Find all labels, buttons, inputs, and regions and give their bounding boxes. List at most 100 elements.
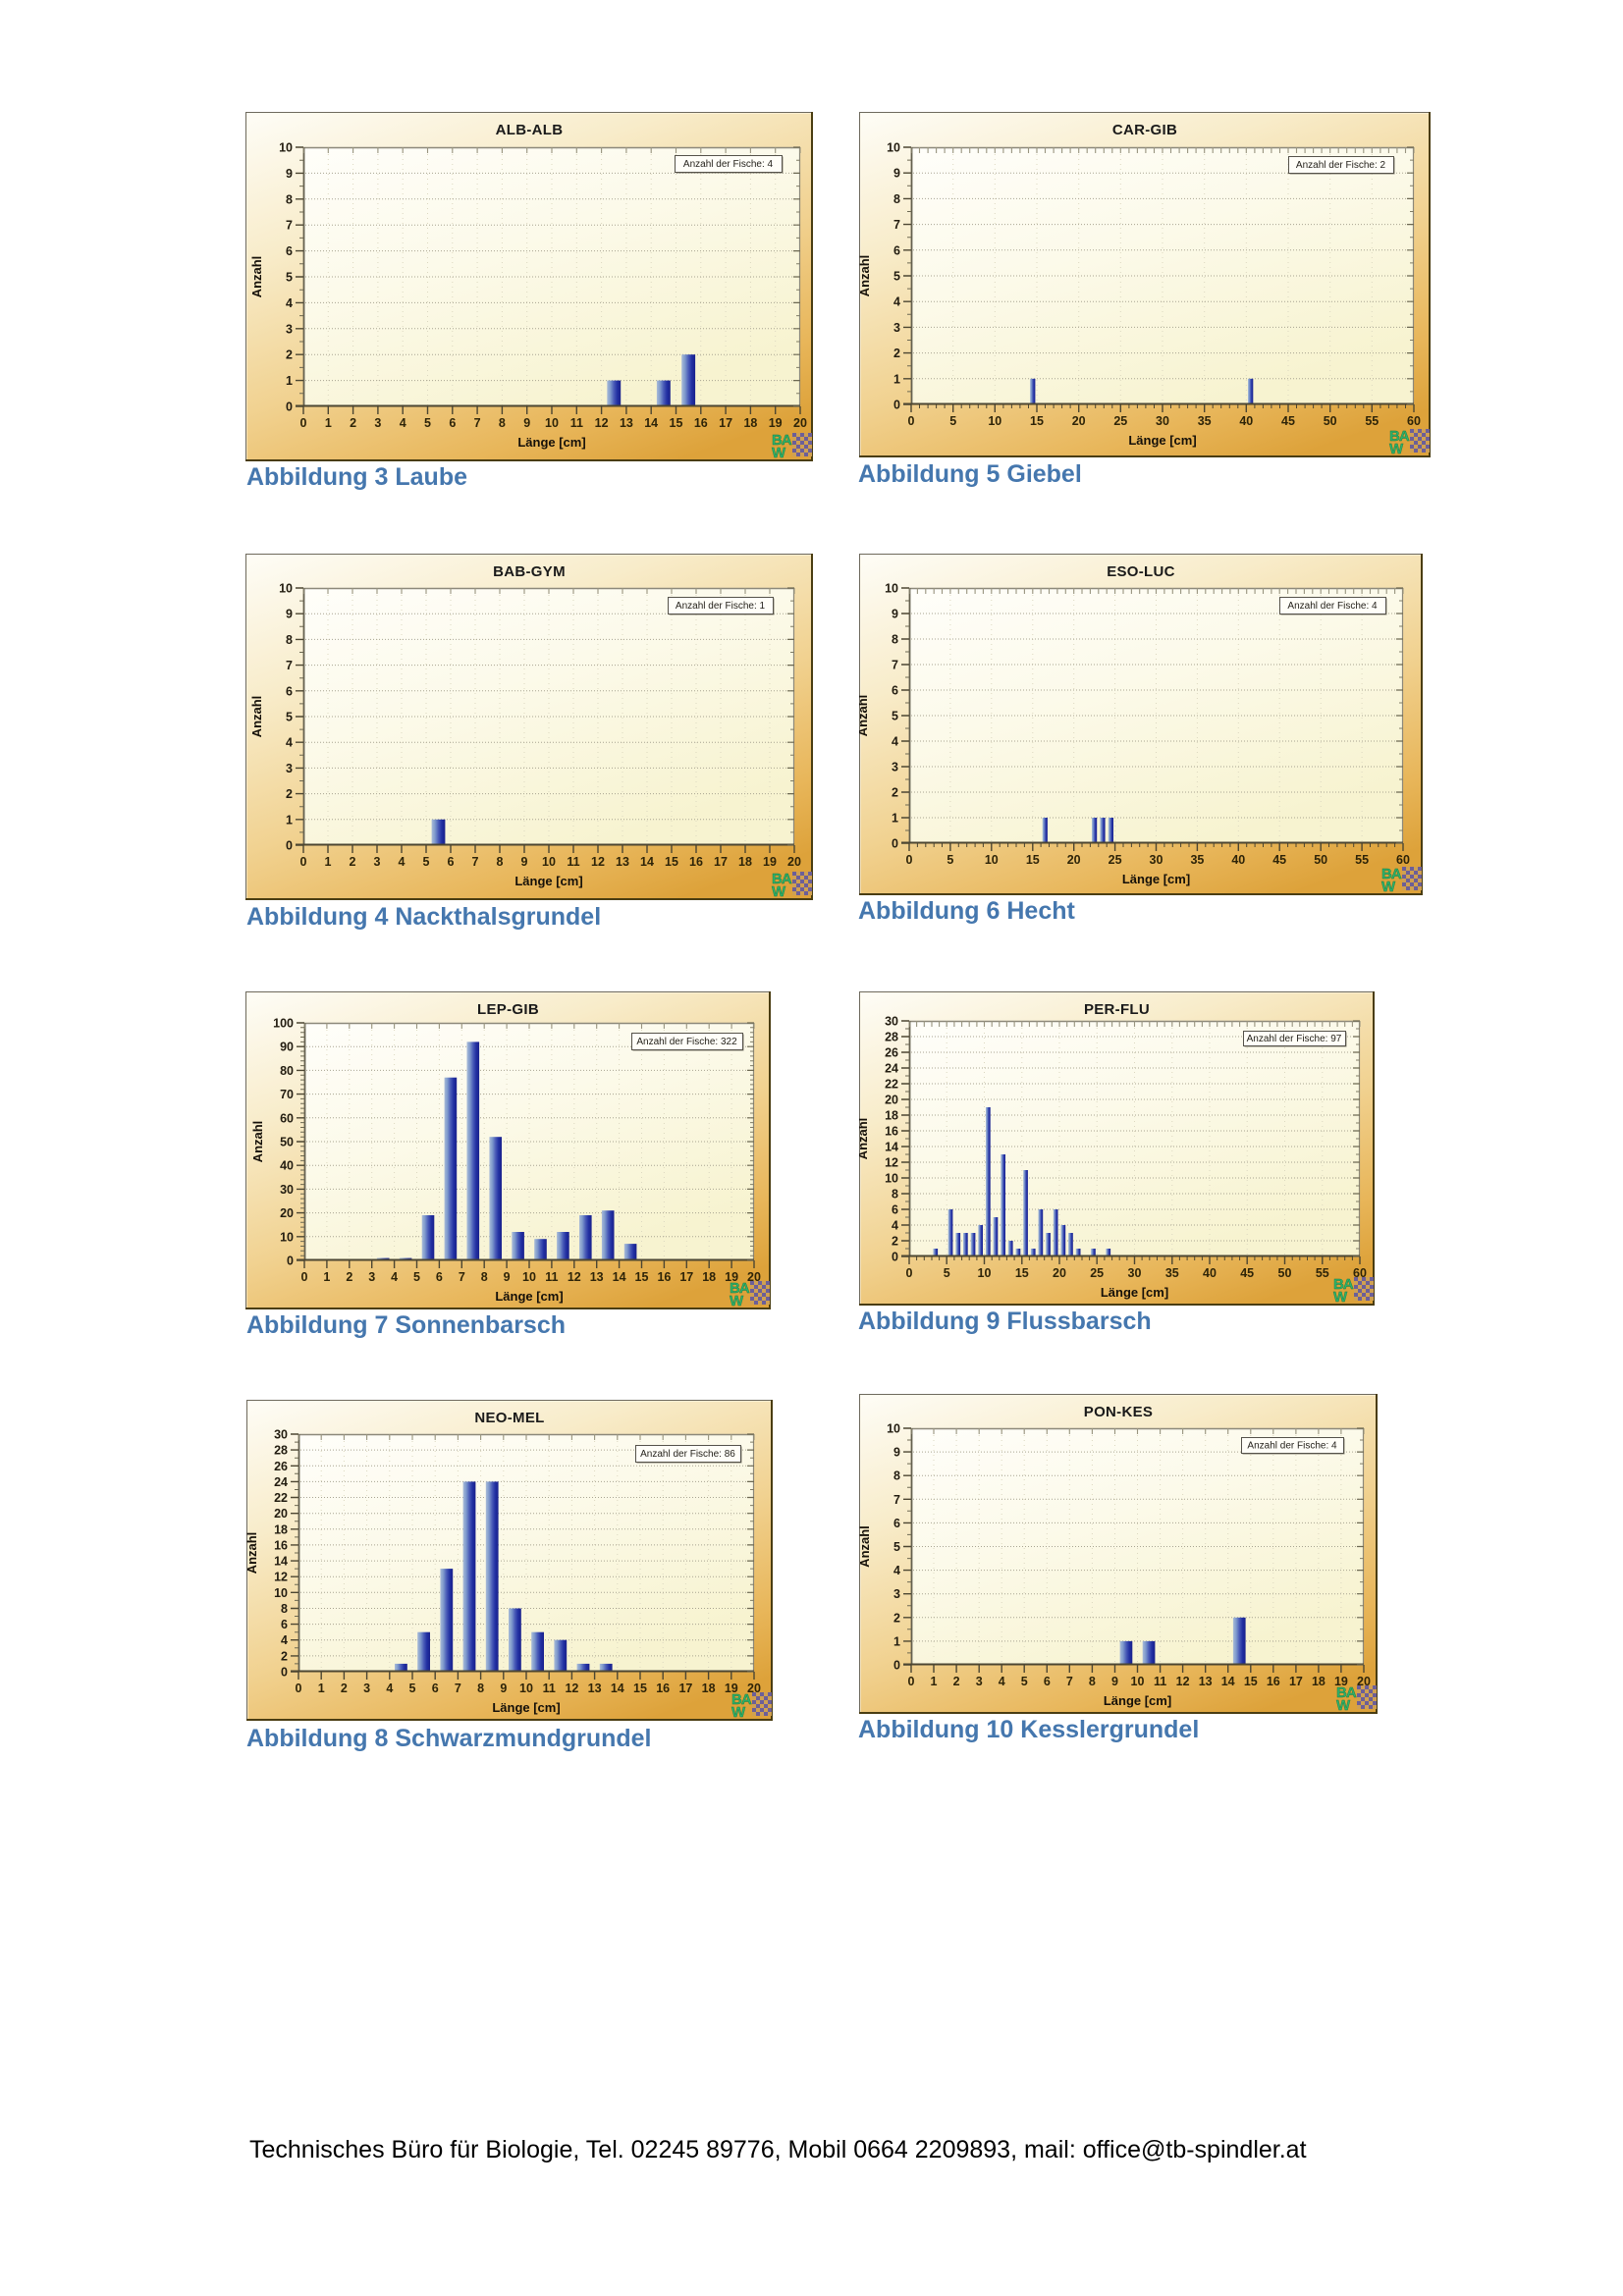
svg-text:45: 45	[1281, 414, 1295, 428]
svg-text:1: 1	[893, 372, 900, 386]
svg-text:Länge [cm]: Länge [cm]	[514, 874, 582, 888]
svg-text:1: 1	[325, 416, 332, 430]
svg-text:Anzahl: Anzahl	[859, 255, 872, 297]
svg-text:Länge [cm]: Länge [cm]	[1101, 1285, 1168, 1300]
svg-text:0: 0	[893, 1659, 900, 1673]
svg-text:0: 0	[301, 1270, 308, 1284]
svg-text:0: 0	[908, 414, 915, 428]
svg-text:17: 17	[719, 416, 732, 430]
svg-text:45: 45	[1272, 853, 1286, 867]
svg-text:8: 8	[481, 1270, 488, 1284]
svg-text:13: 13	[620, 416, 633, 430]
svg-text:Anzahl: Anzahl	[859, 1525, 872, 1568]
svg-text:3: 3	[368, 1270, 375, 1284]
svg-text:0: 0	[281, 1666, 288, 1680]
svg-text:5: 5	[893, 270, 900, 284]
svg-text:15: 15	[1030, 414, 1044, 428]
svg-text:2: 2	[346, 1270, 352, 1284]
svg-text:15: 15	[665, 855, 678, 869]
svg-text:10: 10	[1131, 1675, 1145, 1688]
svg-text:11: 11	[545, 1270, 558, 1284]
svg-text:1: 1	[892, 812, 898, 826]
svg-text:12: 12	[565, 1682, 578, 1695]
svg-text:16: 16	[694, 416, 708, 430]
svg-text:12: 12	[595, 416, 609, 430]
svg-text:50: 50	[1324, 414, 1337, 428]
svg-text:0: 0	[287, 1255, 294, 1268]
svg-text:4: 4	[893, 1564, 900, 1577]
svg-text:8: 8	[499, 416, 506, 430]
svg-text:14: 14	[613, 1270, 626, 1284]
svg-text:3: 3	[374, 416, 381, 430]
svg-text:10: 10	[545, 416, 559, 430]
svg-text:5: 5	[892, 710, 898, 723]
svg-text:7: 7	[472, 855, 479, 869]
svg-text:2: 2	[341, 1682, 348, 1695]
svg-text:5: 5	[286, 271, 293, 285]
svg-text:12: 12	[568, 1270, 581, 1284]
svg-text:Anzahl der Fische: 4: Anzahl der Fische: 4	[683, 159, 774, 170]
svg-text:19: 19	[725, 1270, 738, 1284]
svg-text:12: 12	[591, 855, 605, 869]
svg-text:W: W	[1381, 879, 1396, 895]
svg-text:Länge [cm]: Länge [cm]	[495, 1289, 563, 1304]
svg-text:9: 9	[892, 608, 898, 621]
svg-text:Länge [cm]: Länge [cm]	[1122, 872, 1190, 886]
svg-text:16: 16	[657, 1270, 671, 1284]
svg-text:5: 5	[1021, 1675, 1028, 1688]
svg-text:1: 1	[931, 1675, 938, 1688]
svg-text:5: 5	[286, 711, 293, 724]
svg-text:6: 6	[286, 684, 293, 698]
svg-text:2: 2	[281, 1649, 288, 1663]
svg-text:Anzahl der Fische: 322: Anzahl der Fische: 322	[636, 1037, 737, 1047]
svg-text:7: 7	[893, 1493, 900, 1507]
svg-text:0: 0	[296, 1682, 302, 1695]
svg-text:2: 2	[286, 787, 293, 801]
svg-text:70: 70	[280, 1088, 294, 1101]
svg-text:9: 9	[523, 416, 530, 430]
svg-text:18: 18	[702, 1682, 716, 1695]
svg-text:W: W	[1389, 441, 1404, 457]
svg-text:6: 6	[432, 1682, 439, 1695]
svg-text:5: 5	[424, 416, 431, 430]
svg-text:2: 2	[893, 347, 900, 360]
svg-text:1: 1	[318, 1682, 325, 1695]
svg-text:3: 3	[893, 321, 900, 335]
svg-text:12: 12	[885, 1156, 898, 1170]
svg-text:BA: BA	[1336, 1684, 1357, 1701]
svg-text:7: 7	[286, 219, 293, 233]
svg-text:0: 0	[300, 855, 307, 869]
svg-text:17: 17	[1289, 1675, 1303, 1688]
svg-text:100: 100	[273, 1017, 294, 1031]
svg-text:BA: BA	[1389, 428, 1410, 445]
svg-text:3: 3	[363, 1682, 370, 1695]
svg-text:40: 40	[1239, 414, 1253, 428]
svg-text:8: 8	[893, 192, 900, 206]
svg-text:5: 5	[944, 1266, 950, 1280]
svg-text:2: 2	[953, 1675, 960, 1688]
svg-text:8: 8	[286, 633, 293, 647]
svg-text:4: 4	[400, 416, 406, 430]
svg-text:Anzahl: Anzahl	[859, 1118, 870, 1160]
svg-text:0: 0	[300, 416, 307, 430]
svg-text:50: 50	[1278, 1266, 1292, 1280]
svg-text:W: W	[772, 445, 786, 461]
svg-text:4: 4	[999, 1675, 1005, 1688]
svg-text:9: 9	[1111, 1675, 1118, 1688]
svg-text:Anzahl der Fische: 4: Anzahl der Fische: 4	[1287, 601, 1378, 612]
svg-text:2: 2	[893, 1611, 900, 1625]
svg-text:18: 18	[1312, 1675, 1325, 1688]
svg-text:10: 10	[885, 582, 898, 596]
svg-text:20: 20	[274, 1507, 288, 1521]
svg-text:30: 30	[1128, 1266, 1142, 1280]
svg-text:8: 8	[1089, 1675, 1096, 1688]
svg-text:4: 4	[386, 1682, 393, 1695]
svg-text:11: 11	[567, 855, 579, 869]
svg-text:15: 15	[670, 416, 683, 430]
svg-text:1: 1	[325, 855, 332, 869]
svg-text:20: 20	[747, 1270, 761, 1284]
svg-text:6: 6	[893, 243, 900, 257]
svg-text:5: 5	[947, 853, 953, 867]
svg-text:26: 26	[274, 1460, 288, 1473]
svg-text:14: 14	[1221, 1675, 1235, 1688]
